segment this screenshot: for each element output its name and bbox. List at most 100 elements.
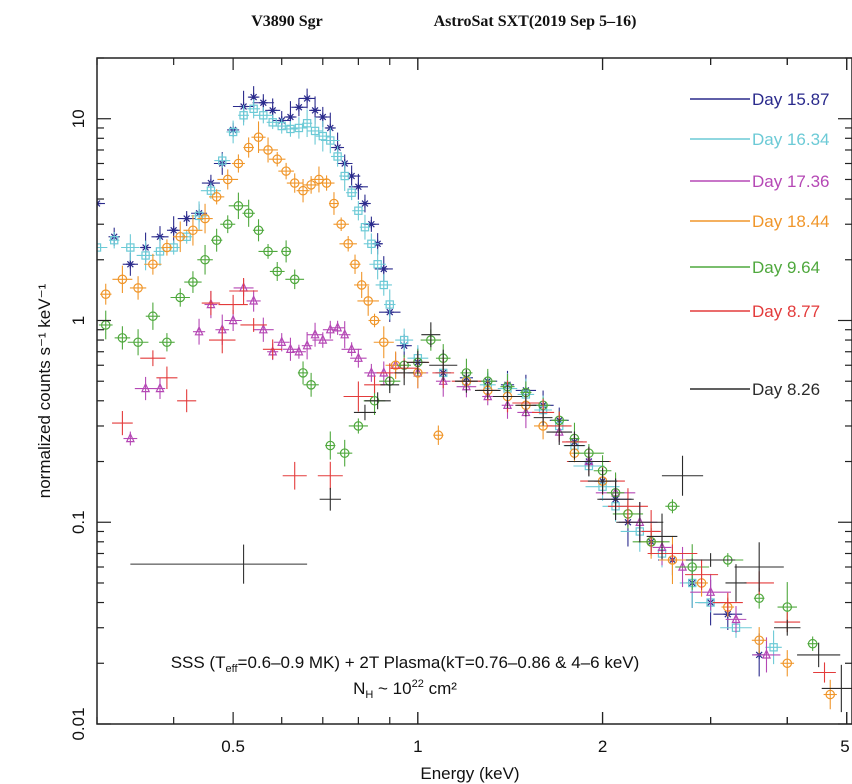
data-point (240, 318, 267, 332)
data-point (797, 642, 841, 668)
annotation-nh-suffix: cm² (424, 679, 457, 698)
legend-label: Day 8.77 (752, 302, 820, 321)
legend-label: Day 16.34 (752, 130, 830, 149)
data-point (685, 553, 736, 567)
data-point (564, 431, 585, 460)
data-point (242, 199, 255, 227)
data-point (587, 468, 618, 494)
data-point (339, 236, 357, 252)
data-point (384, 289, 396, 320)
data-point (285, 269, 305, 290)
data-point (112, 265, 133, 294)
data-point (375, 274, 392, 296)
data-point (214, 153, 231, 168)
header-right-title: AstroSat SXT(2019 Sep 5–16) (434, 13, 637, 30)
data-point (145, 302, 161, 330)
data-point (303, 372, 319, 397)
data-point (312, 332, 334, 348)
x-axis-label: Energy (keV) (420, 764, 519, 783)
data-point (298, 88, 316, 109)
data-point (807, 636, 818, 651)
data-point (322, 320, 338, 339)
data-point (330, 146, 345, 167)
data-point (272, 118, 291, 134)
data-point (136, 240, 155, 271)
annotation-nh: NH ~ 1022 cm² (353, 678, 457, 701)
data-point (533, 409, 553, 426)
y-tick-label: 0.1 (69, 510, 88, 534)
data-point (99, 283, 112, 305)
data-point (156, 366, 178, 390)
data-point (359, 214, 371, 240)
legend-entry: Day 15.87 (690, 90, 830, 109)
x-tick-label: 2 (598, 737, 607, 756)
legend-entry: Day 8.77 (690, 302, 820, 321)
data-point (129, 276, 147, 300)
legend-entry: Day 18.44 (690, 212, 830, 231)
legend-label: Day 18.44 (752, 212, 830, 231)
legend-entry: Day 17.36 (690, 172, 830, 191)
data-point (368, 313, 381, 328)
legend-label: Day 8.26 (752, 380, 820, 399)
data-point (201, 290, 221, 316)
data-point (251, 121, 266, 153)
legend-entry: Day 9.64 (690, 258, 820, 277)
data-point (821, 664, 852, 713)
data-point (675, 544, 710, 590)
x-tick-label: 0.5 (221, 737, 245, 756)
data-point (296, 178, 310, 203)
data-point (318, 175, 335, 191)
data-point (301, 332, 313, 360)
data-point (291, 117, 307, 139)
annotation-nh-sup: 22 (412, 678, 424, 690)
data-point (346, 185, 358, 201)
data-point (319, 487, 341, 511)
data-point (307, 117, 323, 145)
x-tick-label: 5 (840, 737, 849, 756)
data-point (154, 378, 166, 399)
data-point (266, 115, 279, 130)
annotation-nh-sub: H (365, 689, 373, 701)
data-point (752, 637, 781, 673)
data-point (172, 221, 188, 253)
legend-label: Day 17.36 (752, 172, 830, 191)
data-point (394, 360, 414, 386)
data-point (421, 322, 441, 348)
data-point (661, 455, 704, 496)
data-point (357, 286, 379, 316)
data-point (253, 107, 274, 124)
data-point (647, 544, 698, 563)
data-point (161, 239, 173, 256)
data-point (281, 240, 292, 263)
data-point (97, 191, 105, 216)
data-point (712, 592, 743, 613)
data-point (369, 249, 386, 280)
data-point (291, 98, 307, 117)
data-point (765, 630, 782, 665)
data-point (364, 392, 391, 410)
data-point (774, 619, 801, 636)
data-point (109, 231, 120, 249)
data-point (291, 344, 306, 359)
data-point (725, 564, 747, 602)
data-point (616, 501, 664, 543)
y-axis: 0.01 0.1 1 10 (69, 57, 852, 741)
data-point (112, 411, 133, 436)
data-point (220, 215, 236, 234)
data-point (813, 662, 836, 683)
data-point (665, 499, 680, 514)
data-point (258, 137, 278, 163)
y-tick-label: 0.01 (69, 707, 88, 740)
data-point (209, 326, 236, 354)
data-point (343, 165, 361, 187)
data-point (315, 120, 330, 152)
data-point (330, 320, 345, 335)
data-point (725, 606, 747, 633)
data-point (641, 510, 661, 553)
legend-entry: Day 8.26 (690, 380, 820, 399)
data-point (317, 461, 343, 490)
data-point (337, 439, 353, 467)
representative-error-bar (130, 544, 308, 584)
legend-label: Day 9.64 (752, 258, 820, 277)
data-point (238, 105, 249, 126)
